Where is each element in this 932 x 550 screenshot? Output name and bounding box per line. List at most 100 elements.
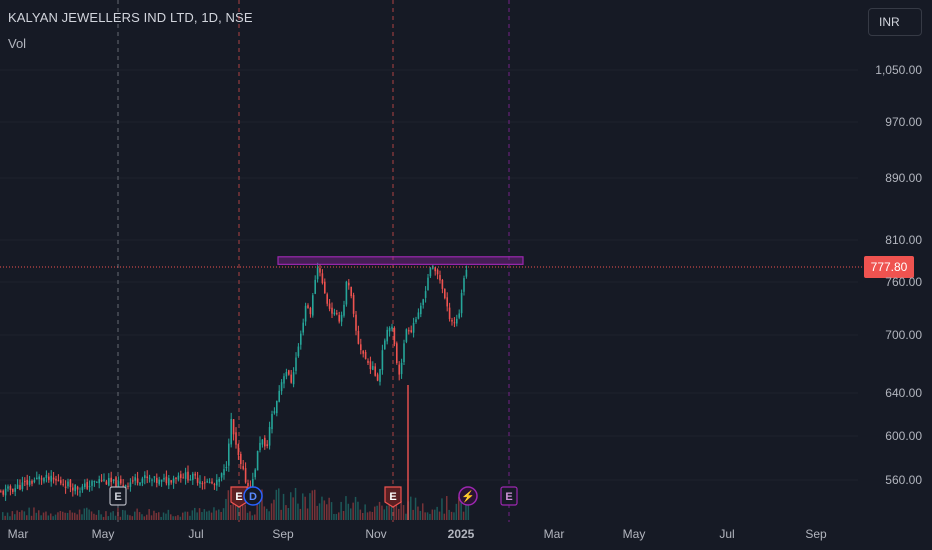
volume-bar bbox=[206, 511, 208, 520]
earnings-marker[interactable] bbox=[230, 486, 248, 508]
volume-bar bbox=[21, 510, 23, 520]
volume-bar bbox=[335, 513, 338, 520]
resistance-zone-rect[interactable] bbox=[277, 256, 524, 265]
upcoming-earnings-marker[interactable] bbox=[500, 486, 518, 506]
volume-bar bbox=[287, 508, 290, 520]
volume-bar bbox=[150, 515, 153, 520]
volume-bar bbox=[222, 508, 225, 520]
candle-body bbox=[408, 330, 410, 332]
volume-bar bbox=[184, 511, 186, 520]
candle-body bbox=[456, 318, 458, 324]
candle-body bbox=[141, 478, 144, 483]
split-marker[interactable] bbox=[458, 486, 478, 506]
volume-bar bbox=[64, 512, 66, 520]
volume-bar bbox=[30, 515, 33, 520]
volume-bar bbox=[345, 496, 347, 520]
volume-bar bbox=[314, 489, 316, 520]
candle-body bbox=[175, 477, 177, 479]
price-axis[interactable]: 1,050.00 970.00 890.00 810.00 760.00 700.00 64… bbox=[875, 63, 922, 487]
volume-bar bbox=[294, 487, 297, 520]
resistance-zone[interactable] bbox=[277, 256, 524, 265]
candle-body bbox=[177, 475, 180, 480]
earnings-marker[interactable] bbox=[109, 486, 127, 506]
volume-bar bbox=[453, 512, 455, 520]
volume-indicator-label[interactable]: Vol bbox=[8, 36, 27, 51]
candle-body bbox=[187, 471, 189, 481]
candle-body bbox=[182, 477, 184, 479]
volume-bar bbox=[57, 512, 59, 520]
volume-bar bbox=[9, 516, 11, 520]
currency-button[interactable]: INR bbox=[868, 8, 922, 36]
volume-bar bbox=[134, 511, 136, 520]
volume-bar bbox=[28, 507, 30, 520]
candle-body bbox=[184, 472, 187, 479]
candle-body bbox=[292, 372, 295, 385]
volume-bar bbox=[14, 514, 16, 520]
candle-body bbox=[168, 478, 170, 486]
candle-body bbox=[98, 479, 100, 484]
volume-bar bbox=[429, 513, 431, 520]
candle-body bbox=[259, 442, 261, 451]
candle-body bbox=[62, 483, 64, 485]
candle-body bbox=[172, 478, 175, 483]
candle-body bbox=[276, 400, 278, 414]
volume-bar bbox=[338, 512, 340, 520]
volume-bar bbox=[299, 508, 302, 520]
candle-body bbox=[410, 330, 412, 333]
volume-bar bbox=[71, 512, 74, 520]
volume-bar bbox=[340, 501, 342, 520]
candle-body bbox=[398, 364, 400, 375]
candle-body bbox=[244, 468, 247, 483]
candle-body bbox=[393, 327, 396, 345]
candle-body bbox=[156, 477, 158, 483]
volume-bar bbox=[172, 516, 174, 520]
candle-body bbox=[427, 277, 429, 291]
candle-body bbox=[36, 477, 38, 480]
candle-body bbox=[55, 478, 57, 481]
candle-body bbox=[112, 479, 115, 482]
volume-bar bbox=[270, 503, 273, 520]
dividend-marker[interactable] bbox=[243, 486, 263, 506]
volume-bar bbox=[388, 505, 390, 520]
volume-bar bbox=[292, 497, 294, 520]
volume-bar bbox=[119, 516, 122, 520]
x-tick-label: May bbox=[92, 527, 115, 541]
volume-bar bbox=[347, 503, 350, 520]
event-markers[interactable]: E E D E ⚡ E bbox=[109, 486, 518, 508]
candle-body bbox=[446, 297, 448, 307]
volume-bar bbox=[62, 511, 64, 520]
volume-bar bbox=[285, 505, 287, 520]
candle-body bbox=[336, 313, 338, 315]
candle-body bbox=[208, 482, 211, 484]
volume-bar bbox=[124, 510, 126, 520]
candle-body bbox=[247, 483, 249, 487]
volume-bar bbox=[69, 510, 71, 520]
candle-body bbox=[458, 313, 460, 318]
x-tick-label: Nov bbox=[365, 527, 386, 541]
candle-body bbox=[33, 480, 36, 483]
volume-bar bbox=[266, 508, 268, 520]
candle-body bbox=[88, 485, 91, 488]
volume-bar bbox=[306, 508, 309, 520]
candle-body bbox=[357, 330, 360, 344]
volume-bar bbox=[366, 512, 369, 520]
candle-body bbox=[256, 450, 259, 471]
volume-bar bbox=[4, 515, 6, 520]
candle-body bbox=[163, 477, 165, 480]
candle-body bbox=[79, 491, 81, 493]
earnings-marker[interactable] bbox=[384, 486, 402, 508]
time-axis[interactable]: Mar May Jul Sep Nov 2025 Mar May Jul Sep bbox=[8, 527, 827, 541]
candle-body bbox=[76, 486, 79, 490]
candle-body bbox=[148, 477, 151, 479]
volume-bar bbox=[438, 511, 441, 520]
candle-body bbox=[376, 374, 379, 381]
volume-bar bbox=[201, 512, 203, 520]
earnings-marker-label: E bbox=[235, 491, 242, 503]
volume-bar bbox=[186, 511, 189, 520]
volume-bar bbox=[88, 509, 90, 520]
volume-bar bbox=[93, 513, 95, 520]
volume-bar bbox=[354, 496, 357, 520]
candle-body bbox=[280, 382, 283, 392]
volume-bar bbox=[78, 509, 81, 520]
